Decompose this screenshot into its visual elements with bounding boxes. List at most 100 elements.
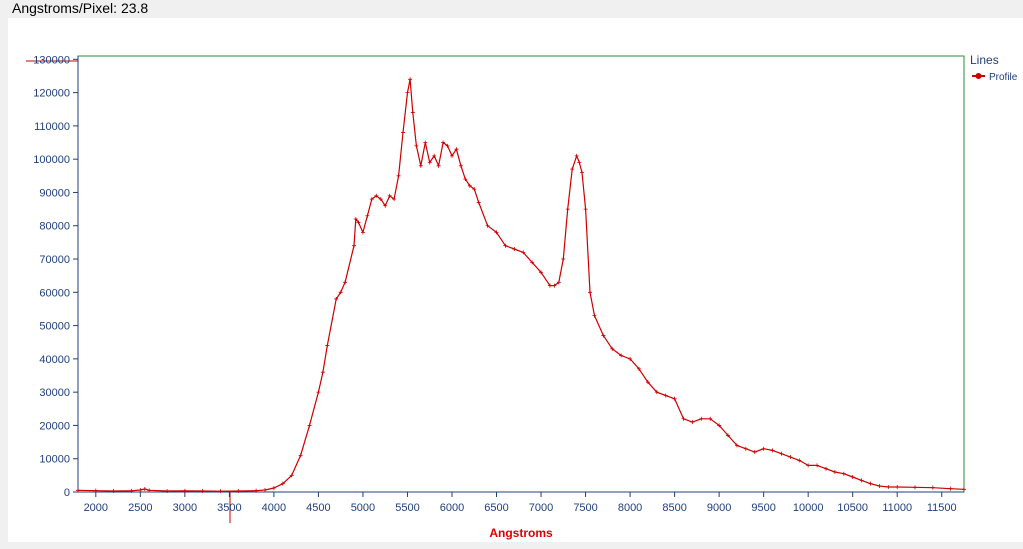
legend: Lines Profile (970, 53, 1018, 83)
data-point (472, 187, 477, 192)
data-point (930, 485, 935, 490)
y-tick-label: 90000 (39, 187, 70, 199)
y-tick-label: 30000 (39, 387, 70, 399)
data-point (353, 217, 358, 222)
y-tick-label: 80000 (39, 221, 70, 233)
data-point (962, 487, 966, 492)
data-point (743, 446, 748, 451)
data-point (414, 143, 419, 148)
data-point (503, 243, 508, 248)
data-point (476, 200, 481, 205)
y-axis-ticks: 0 10000 20000 30000 40000 50000 60000 70000 8000… (33, 54, 78, 499)
x-tick-label: 8000 (618, 502, 642, 514)
data-point (392, 197, 397, 202)
y-tick-label: 120000 (33, 88, 70, 100)
data-point (823, 466, 828, 471)
data-point (699, 416, 704, 421)
data-point (708, 416, 713, 421)
data-point (280, 481, 285, 486)
x-tick-label: 8500 (662, 502, 686, 514)
data-point (316, 390, 321, 395)
data-point (770, 448, 775, 453)
data-point (352, 243, 357, 248)
x-tick-label: 3500 (217, 502, 241, 514)
header-readout: Angstroms/Pixel: 23.8 (12, 0, 148, 18)
data-point (797, 458, 802, 463)
data-point (588, 290, 593, 295)
x-tick-label: 5000 (351, 502, 375, 514)
data-point (463, 177, 468, 182)
data-point (579, 170, 584, 175)
data-point (93, 488, 98, 493)
legend-swatch-marker (975, 73, 982, 79)
angstroms-per-pixel-label: Angstroms/Pixel: (12, 0, 118, 16)
data-point (129, 488, 134, 493)
x-tick-label: 3000 (173, 502, 197, 514)
data-point (449, 153, 454, 158)
data-point (619, 353, 624, 358)
data-point (289, 473, 294, 478)
data-point (360, 230, 365, 235)
chart-panel: 0 10000 20000 30000 40000 50000 60000 70000 8000… (8, 18, 1023, 542)
data-point (408, 77, 413, 82)
x-tick-label: 2500 (128, 502, 152, 514)
data-point (539, 270, 544, 275)
data-point (445, 143, 450, 148)
data-point (418, 163, 423, 168)
y-tick-label: 130000 (33, 54, 70, 66)
data-point (254, 488, 259, 493)
data-point (565, 207, 570, 212)
y-tick-label: 100000 (33, 154, 70, 166)
data-point (552, 283, 557, 288)
data-point (218, 489, 223, 494)
data-point (467, 183, 472, 188)
data-point (165, 489, 170, 494)
data-point (369, 197, 374, 202)
x-axis-title: Angstroms (489, 526, 553, 540)
y-tick-label: 20000 (39, 420, 70, 432)
x-tick-label: 2000 (84, 502, 108, 514)
data-point (343, 280, 348, 285)
data-point (410, 110, 415, 115)
data-point (832, 470, 837, 475)
data-point (530, 260, 535, 265)
data-point (877, 484, 882, 489)
data-point (338, 290, 343, 295)
data-point (610, 346, 615, 351)
y-tick-label: 110000 (34, 121, 70, 133)
data-point (628, 356, 633, 361)
y-tick-label: 0 (64, 487, 70, 499)
data-point (601, 333, 606, 338)
x-tick-label: 10000 (793, 502, 824, 514)
data-point (868, 481, 873, 486)
data-point (690, 420, 695, 425)
data-point (752, 450, 757, 455)
legend-title: Lines (970, 53, 999, 67)
data-point (378, 197, 383, 202)
data-point (325, 343, 330, 348)
x-tick-label: 7500 (573, 502, 597, 514)
x-tick-label: 5500 (395, 502, 419, 514)
data-point (182, 488, 187, 493)
data-point (320, 370, 325, 375)
data-point (948, 486, 953, 491)
series-group (76, 77, 966, 494)
spectrum-chart: 0 10000 20000 30000 40000 50000 60000 70000 8000… (26, 53, 1018, 540)
angstroms-per-pixel-value: 23.8 (120, 0, 149, 16)
data-point (485, 223, 490, 228)
data-point (859, 478, 864, 483)
data-point (138, 488, 143, 493)
data-point (454, 147, 459, 152)
data-point (574, 153, 579, 158)
data-point (76, 488, 80, 493)
y-tick-label: 70000 (39, 254, 70, 266)
x-tick-label: 11000 (882, 502, 912, 514)
data-point (681, 416, 686, 421)
data-point (298, 453, 303, 458)
plot-frame (77, 55, 965, 493)
data-point (570, 167, 575, 172)
data-point (734, 443, 739, 448)
data-point (645, 380, 650, 385)
x-tick-label: 9000 (707, 502, 731, 514)
data-point (577, 160, 582, 165)
